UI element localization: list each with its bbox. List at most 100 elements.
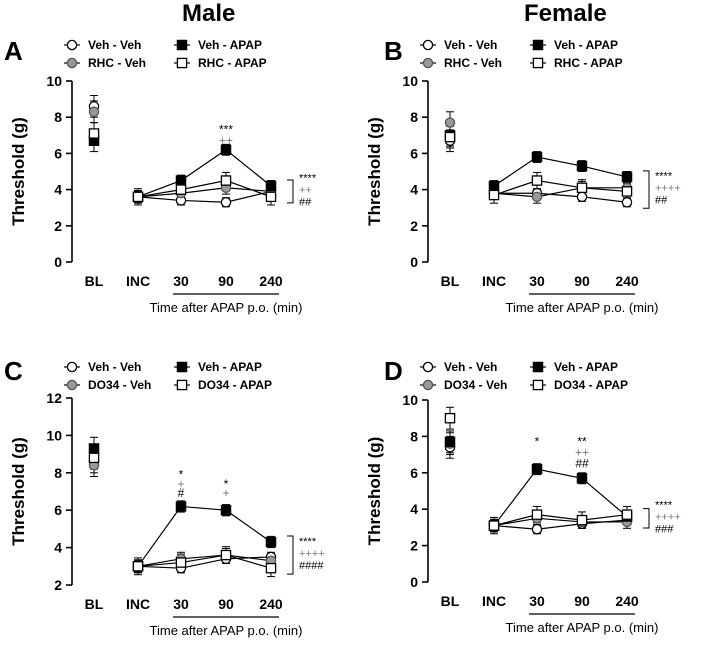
legend-label: Veh - Veh	[444, 360, 497, 374]
sig-annotation: +	[222, 486, 229, 500]
legend-marker	[66, 379, 78, 391]
bracket-label: ****	[655, 171, 673, 183]
data-point	[444, 117, 456, 128]
y-tick-label: 6	[54, 145, 62, 161]
data-point	[488, 189, 500, 201]
y-tick-label: 8	[410, 109, 418, 125]
bracket-label: ##	[655, 195, 668, 207]
legend-marker	[422, 361, 434, 373]
y-tick-label: 8	[54, 109, 62, 125]
bracket-label: ++++	[655, 183, 681, 195]
series-line	[493, 514, 628, 527]
panel-b: B 0 2 4 6 8 10 Threshold (g) BL INC 30 90 240 Time af…	[365, 36, 681, 315]
series-line	[137, 149, 272, 198]
x-tick-label: BL	[85, 596, 104, 612]
data-point	[531, 523, 543, 535]
y-tick-label: 10	[402, 392, 418, 408]
bracket-label: ###	[655, 523, 674, 535]
x-tick-label: 30	[173, 273, 189, 289]
x-tick-label: 90	[218, 596, 234, 612]
data-point	[444, 131, 456, 143]
y-tick-label: 4	[410, 182, 418, 198]
y-tick-label: 6	[410, 465, 418, 481]
legend-label: Veh - APAP	[554, 360, 618, 374]
data-point	[220, 504, 232, 516]
panel-c: C 2 4 6 8 10 12 Threshold (g) BL INC 30 90 240 Time a…	[4, 356, 325, 638]
data-point	[265, 562, 277, 574]
data-point	[88, 128, 100, 139]
data-point	[531, 191, 543, 203]
legend-label: DO34 - Veh	[88, 378, 151, 392]
sig-annotation: *	[224, 477, 229, 491]
data-point	[621, 186, 633, 197]
y-tick-label: 2	[54, 218, 62, 234]
y-axis-label: Threshold (g)	[9, 437, 28, 546]
x-tick-label: 90	[574, 273, 590, 289]
y-axis-label: Threshold (g)	[9, 117, 28, 226]
data-point	[576, 473, 588, 484]
legend-marker	[66, 39, 78, 51]
data-point	[265, 191, 277, 203]
legend-label: RHC - Veh	[444, 56, 502, 70]
y-tick-label: 6	[54, 502, 62, 518]
x-tick-label: 30	[529, 593, 545, 609]
sig-annotation: **	[577, 435, 587, 449]
data-point	[444, 412, 456, 424]
data-point	[576, 191, 588, 203]
y-tick-label: 4	[54, 540, 62, 556]
bracket-label: ****	[655, 499, 673, 511]
data-point	[576, 514, 588, 526]
data-point	[576, 182, 588, 194]
legend-marker	[422, 39, 434, 51]
panel-d: D 0 2 4 6 8 10 Threshold (g) BL INC 30 90 240 Time af…	[365, 356, 681, 635]
data-point	[175, 184, 187, 195]
data-point	[265, 180, 277, 192]
legend-marker	[176, 361, 188, 373]
y-tick-label: 2	[410, 218, 418, 234]
data-point	[175, 175, 187, 186]
series-line	[137, 187, 272, 198]
y-axis-label: Threshold (g)	[365, 117, 384, 226]
legend-marker	[176, 39, 188, 51]
bracket-label: ++	[299, 184, 312, 196]
legend-label: RHC - Veh	[88, 56, 146, 70]
data-point	[265, 536, 277, 548]
legend-label: Veh - APAP	[554, 38, 618, 52]
y-tick-label: 0	[54, 254, 62, 270]
y-tick-label: 8	[54, 465, 62, 481]
y-tick-label: 8	[410, 428, 418, 444]
x-tick-label: 240	[259, 273, 283, 289]
legend-marker	[422, 379, 434, 391]
legend-marker	[66, 361, 78, 373]
bracket-label: ##	[299, 196, 312, 208]
y-tick-label: 10	[402, 73, 418, 89]
x-tick-label: BL	[441, 273, 460, 289]
data-point	[531, 175, 543, 186]
x-tick-label: INC	[482, 593, 506, 609]
y-tick-label: 2	[410, 538, 418, 554]
sig-annotation: ***	[219, 122, 233, 136]
data-point	[531, 509, 543, 520]
x-axis-label: Time after APAP p.o. (min)	[150, 300, 303, 315]
data-point	[132, 561, 144, 572]
y-tick-label: 0	[410, 254, 418, 270]
sig-annotation: ++	[575, 445, 589, 459]
y-tick-label: 10	[46, 427, 62, 443]
x-tick-label: BL	[441, 593, 460, 609]
y-tick-label: 2	[54, 577, 62, 593]
legend-label: DO34 - APAP	[198, 378, 272, 392]
legend-marker	[532, 39, 544, 51]
y-axis-label: Threshold (g)	[365, 437, 384, 546]
series-line	[137, 190, 272, 203]
legend-marker	[422, 57, 434, 69]
x-axis-label: Time after APAP p.o. (min)	[506, 300, 659, 315]
stats-bracket	[287, 535, 294, 575]
data-point	[220, 144, 232, 156]
sig-annotation: #	[178, 486, 185, 500]
male-column-title: Male	[182, 0, 236, 27]
legend-label: Veh - Veh	[88, 360, 141, 374]
x-tick-label: 90	[218, 273, 234, 289]
data-point	[621, 509, 633, 520]
series-line	[493, 187, 627, 198]
x-tick-label: INC	[482, 273, 506, 289]
